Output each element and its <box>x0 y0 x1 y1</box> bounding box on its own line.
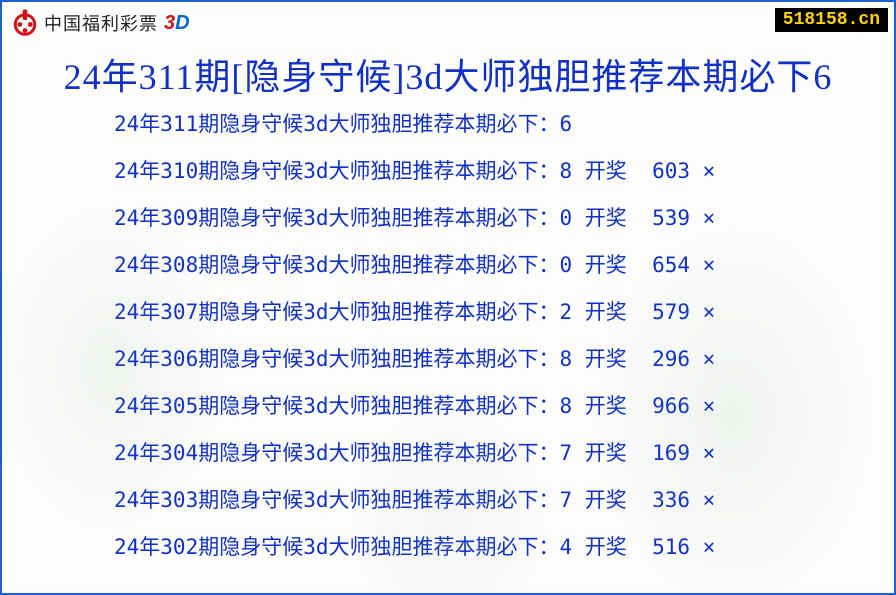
prediction-row: 24年307期隐身守候3d大师独胆推荐本期必下：2 开奖 579 × <box>114 302 894 323</box>
prediction-row: 24年309期隐身守候3d大师独胆推荐本期必下：0 开奖 539 × <box>114 208 894 229</box>
prediction-row: 24年305期隐身守候3d大师独胆推荐本期必下：8 开奖 966 × <box>114 396 894 417</box>
prediction-row: 24年308期隐身守候3d大师独胆推荐本期必下：0 开奖 654 × <box>114 255 894 276</box>
prediction-row: 24年310期隐身守候3d大师独胆推荐本期必下：8 开奖 603 × <box>114 161 894 182</box>
logo: 中国福利彩票 3D <box>10 8 190 38</box>
prediction-row: 24年303期隐身守候3d大师独胆推荐本期必下：7 开奖 336 × <box>114 490 894 511</box>
page-title: 24年311期[隐身守候]3d大师独胆推荐本期必下6 <box>2 48 894 100</box>
prediction-list: 24年311期隐身守候3d大师独胆推荐本期必下：6 24年310期隐身守候3d大师… <box>2 114 894 558</box>
prediction-row: 24年306期隐身守候3d大师独胆推荐本期必下：8 开奖 296 × <box>114 349 894 370</box>
prediction-row: 24年311期隐身守候3d大师独胆推荐本期必下：6 <box>114 114 894 135</box>
header: 中国福利彩票 3D 518158.cn <box>2 2 894 40</box>
logo-text: 中国福利彩票 <box>44 10 158 36</box>
site-badge: 518158.cn <box>775 8 888 32</box>
lottery-logo-icon <box>10 8 40 38</box>
logo-3d: 3D <box>164 12 190 35</box>
prediction-row: 24年304期隐身守候3d大师独胆推荐本期必下：7 开奖 169 × <box>114 443 894 464</box>
prediction-row: 24年302期隐身守候3d大师独胆推荐本期必下：4 开奖 516 × <box>114 537 894 558</box>
logo-3d-d: D <box>175 12 189 34</box>
logo-3d-three: 3 <box>164 12 175 34</box>
